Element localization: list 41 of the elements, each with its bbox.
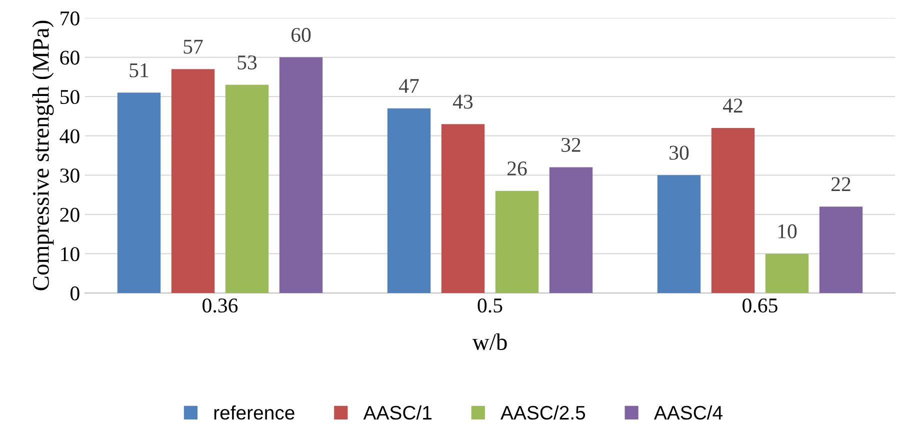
bar: [819, 206, 863, 293]
y-tick-label: 20: [60, 208, 80, 222]
y-tick-label: 40: [60, 129, 80, 144]
bar: [387, 108, 431, 293]
bar: [549, 167, 593, 293]
x-tick-label: 0.36: [202, 298, 238, 313]
data-label: 42: [722, 98, 742, 112]
x-tick-label: 0.65: [742, 298, 778, 313]
legend-label: reference: [214, 405, 294, 420]
data-label: 22: [832, 177, 850, 192]
bar: [657, 175, 701, 293]
y-tick-label: 50: [60, 90, 80, 104]
y-tick-label: 0: [70, 286, 80, 300]
data-label: 26: [508, 162, 527, 176]
legend-label: AASC/2.5: [500, 405, 586, 420]
y-tick-label: 60: [60, 50, 80, 65]
y-tick-label: 10: [61, 247, 80, 262]
bar: [117, 92, 161, 293]
data-label: 32: [562, 138, 580, 152]
y-tick-label: 30: [60, 168, 80, 183]
bar: [279, 57, 323, 293]
data-label: 30: [670, 146, 689, 160]
legend-label: AASC/1: [363, 405, 432, 420]
y-tick-label: 70: [60, 11, 80, 26]
legend-label: AASC/4: [654, 405, 723, 420]
x-axis-title: w/b: [472, 333, 507, 350]
data-label: 51: [130, 63, 148, 78]
y-axis-title: Compressive strength (MPa): [32, 20, 54, 290]
data-label: 57: [184, 40, 203, 54]
data-label: 53: [238, 55, 257, 70]
bar: [441, 124, 485, 293]
data-label: 43: [452, 94, 473, 109]
bar: [171, 69, 215, 293]
bar: [225, 84, 269, 293]
data-label: 60: [291, 28, 311, 42]
bar: [495, 190, 539, 293]
data-label: 10: [778, 224, 797, 238]
data-label: 47: [398, 79, 419, 93]
bar: [765, 254, 809, 293]
bar: [711, 128, 755, 293]
x-tick-label: 0.5: [478, 298, 502, 313]
